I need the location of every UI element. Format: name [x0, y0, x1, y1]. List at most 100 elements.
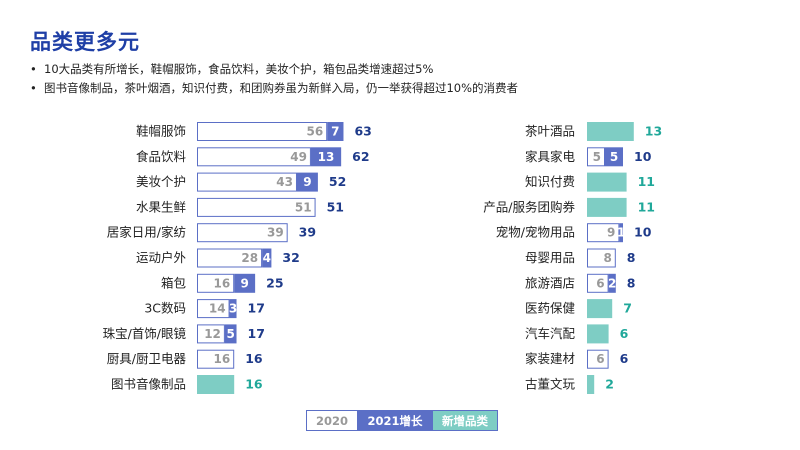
left-bar-2020	[197, 349, 235, 369]
left-value-total: 51	[327, 199, 344, 214]
right-category-label: 家具家电	[525, 149, 576, 164]
legend-item-new-category: 新增品类	[433, 411, 497, 430]
right-bar-2020	[587, 147, 605, 167]
right-value-total: 8	[627, 250, 636, 265]
left-bar-2021-growth	[224, 324, 237, 344]
right-bar-2020	[587, 273, 609, 293]
right-category-label: 知识付费	[525, 174, 575, 189]
left-bar-2020	[197, 122, 328, 141]
left-category-label: 箱包	[161, 275, 186, 290]
right-bar-2020	[587, 223, 620, 243]
right-value-2021-growth: 1	[617, 226, 625, 240]
bullet-dot: •	[30, 81, 37, 95]
right-value-total: 2	[605, 377, 614, 392]
right-value-total: 11	[638, 199, 655, 214]
left-bar-2020	[197, 223, 288, 243]
right-bar-2021-growth	[608, 273, 616, 293]
left-value-2020: 14	[209, 302, 226, 316]
left-value-2020: 51	[295, 200, 312, 214]
left-value-total: 17	[248, 326, 265, 341]
left-bar-2021-growth	[229, 299, 237, 319]
right-category-label: 宠物/宠物用品	[496, 225, 575, 240]
right-category-label: 汽车汽配	[525, 326, 576, 341]
right-bar-new-category	[587, 299, 613, 319]
left-category-label: 运动户外	[136, 250, 187, 265]
right-category-label: 旅游酒店	[525, 275, 575, 290]
left-value-total: 16	[245, 351, 263, 366]
legend-item-2021-growth: 2021增长	[357, 411, 433, 430]
right-value-2021-growth: 2	[608, 276, 616, 290]
left-category-label: 厨具/厨卫电器	[107, 351, 187, 366]
right-value-total: 7	[623, 301, 632, 316]
left-value-total: 17	[248, 301, 265, 316]
right-bar-new-category	[587, 122, 634, 141]
left-value-total: 25	[266, 275, 283, 290]
left-bar-2020	[197, 172, 297, 192]
left-value-2020: 12	[204, 327, 221, 341]
right-bar-new-category	[587, 172, 627, 192]
left-value-2020: 16	[213, 352, 230, 366]
left-value-2020: 39	[267, 226, 284, 240]
right-bar-2021-growth	[619, 223, 623, 243]
left-value-2021-growth: 9	[240, 276, 248, 290]
right-value-2020: 6	[596, 276, 604, 290]
right-value-total: 10	[634, 149, 652, 164]
left-category-label: 珠宝/首饰/眼镜	[103, 326, 187, 341]
left-bar-new-category	[197, 375, 235, 394]
left-bar-2021-growth	[310, 147, 342, 167]
right-category-label: 医药保健	[525, 301, 576, 316]
right-value-total: 11	[638, 174, 655, 189]
left-category-label: 美妆个护	[136, 174, 186, 189]
right-value-2020: 8	[603, 251, 611, 265]
left-value-2020: 28	[241, 251, 258, 265]
right-value-2020: 9	[607, 226, 615, 240]
left-category-label: 食品饮料	[136, 149, 187, 164]
left-value-2021-growth: 5	[227, 327, 235, 341]
right-bar-2020	[587, 349, 609, 369]
right-value-2020: 5	[593, 150, 601, 164]
right-value-total: 6	[620, 351, 629, 366]
right-category-label: 母婴用品	[525, 250, 575, 265]
left-value-2021-growth: 9	[303, 175, 311, 189]
left-category-label: 图书音像制品	[111, 377, 186, 392]
right-category-label: 茶叶酒品	[525, 124, 575, 139]
left-bar-2020	[197, 324, 225, 344]
left-value-total: 62	[352, 149, 369, 164]
left-value-total: 39	[299, 225, 316, 240]
right-category-label: 产品/服务团购券	[483, 199, 575, 214]
left-bar-2020	[197, 197, 316, 217]
left-bar-2021-growth	[327, 122, 344, 141]
left-bar-2020	[197, 299, 230, 319]
bullet-list: • 10大品类有所增长，鞋帽服饰，食品饮料，美妆个护，箱包品类增速超过5% • 图书…	[30, 60, 518, 98]
left-value-total: 32	[282, 250, 299, 265]
left-bar-2021-growth	[234, 273, 256, 293]
right-value-2021-growth: 5	[610, 150, 618, 164]
bullet-text: 10大品类有所增长，鞋帽服饰，食品饮料，美妆个护，箱包品类增速超过5%	[44, 62, 434, 76]
left-value-2021-growth: 3	[229, 302, 237, 316]
left-value-2020: 49	[290, 150, 307, 164]
page-title: 品类更多元	[30, 30, 140, 54]
left-value-total: 16	[245, 377, 263, 392]
right-bar-new-category	[587, 197, 627, 217]
right-bar-2020	[587, 248, 616, 268]
bullet-dot: •	[30, 62, 37, 76]
left-bar-2020	[197, 147, 311, 167]
right-value-2020: 6	[596, 352, 604, 366]
left-value-2021-growth: 13	[318, 150, 335, 164]
left-bar-2020	[197, 248, 263, 268]
bullet-item: • 10大品类有所增长，鞋帽服饰，食品饮料，美妆个护，箱包品类增速超过5%	[30, 60, 518, 79]
left-bar-2021-growth	[262, 248, 272, 268]
left-value-2021-growth: 4	[263, 251, 271, 265]
bullet-text: 图书音像制品，茶叶烟酒，知识付费，和团购券虽为新鲜入局，仍一举获得超过10%的消…	[44, 81, 519, 95]
right-category-label: 家装建材	[525, 351, 575, 366]
legend-item-2020: 2020	[307, 411, 357, 430]
left-value-2020: 16	[213, 276, 230, 290]
right-bar-new-category	[587, 324, 609, 344]
left-category-label: 居家日用/家纺	[107, 225, 186, 240]
left-value-2020: 56	[306, 125, 323, 139]
left-bar-2021-growth	[296, 172, 318, 192]
chart-legend: 2020 2021增长 新增品类	[306, 410, 498, 431]
left-value-total: 63	[354, 124, 371, 139]
left-category-label: 3C数码	[144, 301, 186, 316]
